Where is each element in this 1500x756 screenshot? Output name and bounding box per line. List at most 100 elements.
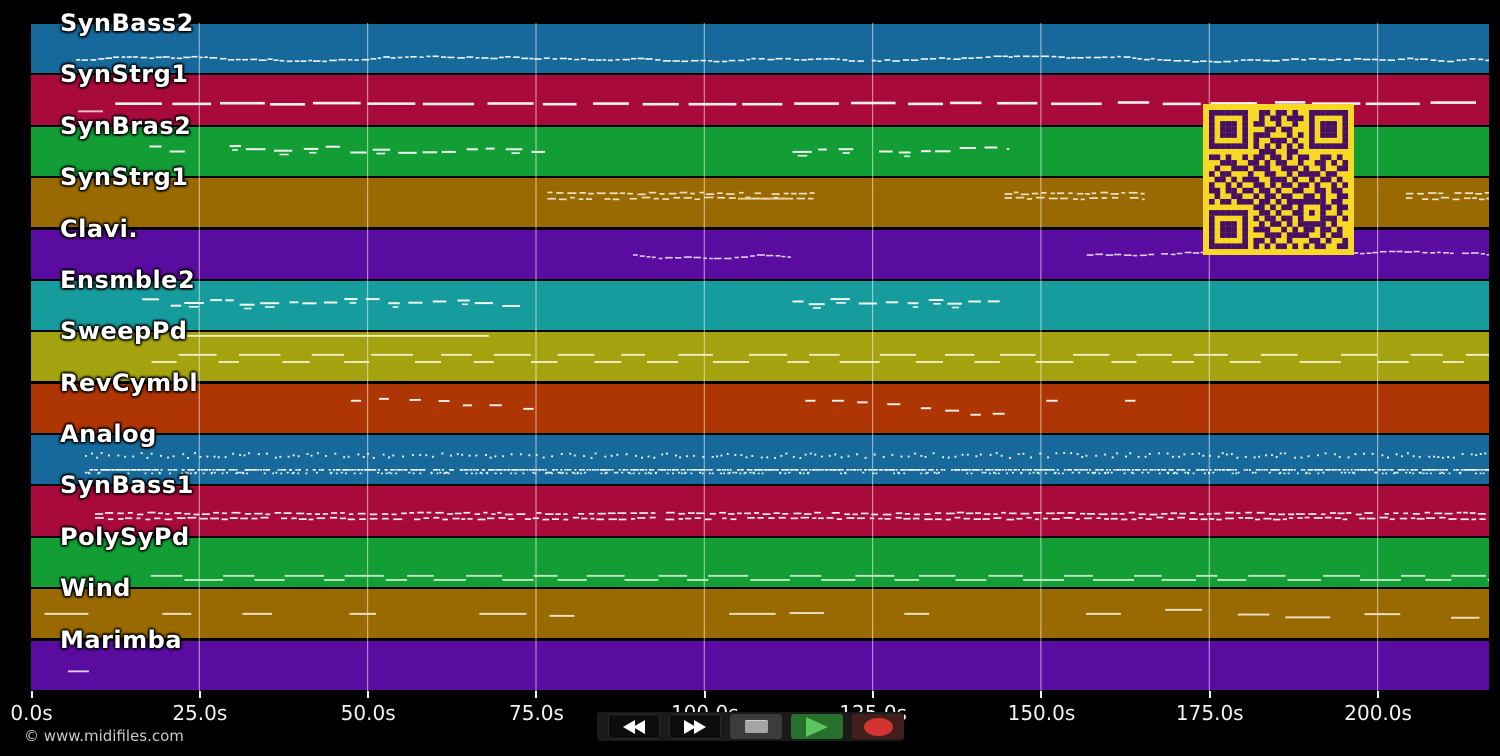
note <box>95 517 104 519</box>
note <box>1486 469 1489 471</box>
note <box>1384 513 1389 515</box>
qr-module <box>1242 154 1248 161</box>
note <box>830 469 833 471</box>
qr-module <box>1220 132 1226 138</box>
note <box>734 256 739 259</box>
note <box>486 472 489 475</box>
qr-module <box>1275 210 1282 216</box>
note <box>787 361 810 363</box>
note <box>605 471 608 474</box>
note <box>376 152 386 155</box>
note <box>185 471 188 474</box>
note <box>716 469 719 471</box>
note <box>693 256 701 259</box>
rewind-button[interactable] <box>608 714 660 739</box>
note <box>879 150 893 153</box>
note <box>81 59 88 61</box>
note <box>184 512 191 515</box>
note <box>1447 456 1450 458</box>
note <box>1352 471 1355 474</box>
note <box>467 469 470 471</box>
note <box>1223 60 1231 63</box>
note <box>1110 517 1118 520</box>
qr-module <box>1242 210 1248 216</box>
note <box>1129 197 1139 199</box>
note <box>521 469 524 471</box>
note <box>1465 353 1489 356</box>
note <box>184 302 204 304</box>
stop-button[interactable] <box>730 714 782 739</box>
qr-module <box>1231 187 1237 194</box>
note <box>121 56 126 58</box>
note <box>504 469 507 471</box>
note <box>1272 469 1275 471</box>
note <box>820 455 823 458</box>
note <box>678 353 713 356</box>
qr-module <box>1270 193 1276 200</box>
note <box>328 469 331 471</box>
note <box>140 452 143 455</box>
record-button[interactable] <box>852 714 904 739</box>
note <box>1253 456 1256 459</box>
note <box>465 472 468 475</box>
qr-module <box>1336 154 1343 161</box>
note <box>950 101 982 105</box>
note <box>1475 454 1478 456</box>
note <box>369 517 378 520</box>
note <box>300 60 307 62</box>
note <box>1223 469 1226 471</box>
note <box>444 471 447 474</box>
qr-module <box>1314 143 1321 149</box>
note <box>1265 454 1268 457</box>
note <box>947 456 950 459</box>
note <box>1332 469 1335 471</box>
note <box>384 469 387 471</box>
note <box>385 469 388 471</box>
note <box>1123 472 1126 475</box>
note <box>668 192 677 195</box>
note <box>1014 55 1021 58</box>
qr-module <box>1303 243 1310 250</box>
note <box>762 513 771 515</box>
note <box>963 517 970 520</box>
note <box>1096 517 1101 519</box>
note <box>1275 469 1278 471</box>
qr-module <box>1292 110 1299 116</box>
note <box>472 469 475 471</box>
note <box>220 57 227 60</box>
qr-module <box>1286 165 1293 172</box>
qr-module <box>1259 165 1265 172</box>
note <box>187 516 197 519</box>
note <box>468 454 471 457</box>
note <box>1006 518 1015 521</box>
note <box>1475 193 1482 195</box>
note <box>750 255 755 257</box>
qr-module <box>1309 143 1315 149</box>
note <box>370 58 377 60</box>
note <box>489 456 492 459</box>
note <box>452 469 454 471</box>
note <box>329 472 332 475</box>
fast-forward-button[interactable] <box>669 714 721 739</box>
note <box>836 302 846 304</box>
note <box>1274 101 1306 104</box>
qr-module <box>1286 198 1293 205</box>
play-button[interactable] <box>791 714 843 739</box>
note <box>861 512 869 515</box>
note <box>872 472 875 475</box>
note <box>393 518 403 521</box>
qr-module <box>1342 215 1349 222</box>
note <box>105 57 112 59</box>
qr-module <box>1297 232 1304 238</box>
note <box>190 469 193 471</box>
note <box>536 512 542 514</box>
note <box>353 472 356 475</box>
qr-module <box>1220 198 1226 205</box>
note <box>1344 59 1351 61</box>
note <box>807 472 809 475</box>
note <box>505 148 523 151</box>
note <box>1209 518 1215 520</box>
note <box>176 517 186 519</box>
qr-module <box>1325 237 1332 244</box>
note <box>466 148 478 151</box>
